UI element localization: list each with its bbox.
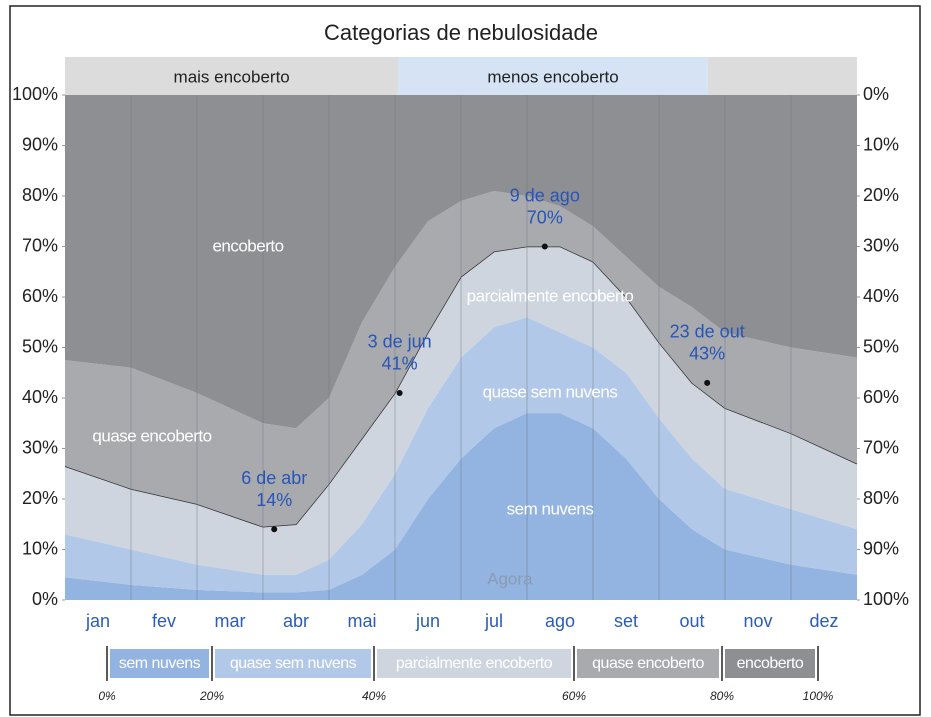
area	[65, 413, 857, 600]
series-label: parcialmente encoberto	[467, 286, 634, 305]
legend-label: quase sem nuvens	[230, 655, 357, 672]
y2-tick-label: 0%	[863, 84, 889, 104]
x-tick-label: fev	[152, 611, 176, 631]
x-tick-label: mai	[347, 611, 376, 631]
legend-swatch	[577, 649, 719, 678]
series-label: quase encoberto	[92, 426, 211, 445]
annotation-value: 70%	[527, 207, 563, 227]
y2-tick-label: 70%	[863, 437, 899, 457]
y2-tick-label: 60%	[863, 387, 899, 407]
x-tick-label: set	[614, 611, 638, 631]
y-tick-label: 90%	[22, 134, 58, 154]
annotation-label: 9 de ago	[510, 185, 580, 205]
annotation-value: 43%	[689, 344, 725, 364]
area	[65, 246, 857, 575]
x-tick-label: mar	[215, 611, 246, 631]
legend-swatch	[377, 649, 571, 678]
legend-label: parcialmente encoberto	[396, 655, 553, 672]
chart-title: Categorias de nebulosidade	[324, 20, 598, 45]
legend-swatch	[215, 649, 371, 678]
y-tick-label: 100%	[12, 84, 58, 104]
annotation-label: 23 de out	[670, 322, 745, 342]
y-tick-label: 60%	[22, 286, 58, 306]
y-tick-label: 0%	[32, 589, 58, 609]
series-label: sem nuvens	[507, 499, 594, 518]
y-tick-label: 80%	[22, 185, 58, 205]
legend-label: sem nuvens	[119, 655, 201, 672]
y-tick-label: 70%	[22, 235, 58, 255]
y2-tick-label: 100%	[863, 589, 909, 609]
x-tick-label: nov	[743, 611, 772, 631]
note: Agora	[487, 569, 533, 588]
y2-tick-label: 20%	[863, 185, 899, 205]
band-label: menos encoberto	[487, 67, 618, 86]
y2-tick-label: 10%	[863, 134, 899, 154]
annotation-dot	[541, 243, 548, 250]
x-tick-label: jun	[415, 611, 440, 631]
x-tick-label: out	[679, 611, 704, 631]
legend-tick-label: 80%	[710, 689, 734, 703]
y-tick-label: 50%	[22, 336, 58, 356]
y-tick-label: 10%	[22, 538, 58, 558]
annotation-dot	[271, 526, 278, 533]
y-tick-label: 20%	[22, 488, 58, 508]
annotation-label: 6 de abr	[241, 468, 307, 488]
band	[707, 57, 857, 95]
x-tick-label: dez	[809, 611, 838, 631]
x-tick-label: jul	[484, 611, 503, 631]
band-label: mais encoberto	[174, 67, 290, 86]
legend-swatch	[110, 649, 209, 678]
band	[65, 57, 399, 95]
y-tick-label: 30%	[22, 437, 58, 457]
legend-tick-label: 60%	[562, 689, 586, 703]
annotation-value: 41%	[382, 354, 418, 374]
x-tick-label: abr	[283, 611, 309, 631]
y2-tick-label: 50%	[863, 336, 899, 356]
annotation-label: 3 de jun	[368, 332, 432, 352]
legend-swatch	[725, 649, 815, 678]
series-label: encoberto	[212, 236, 283, 255]
annotation-value: 14%	[256, 490, 292, 510]
legend-label: quase encoberto	[592, 655, 704, 672]
y-tick-label: 40%	[22, 387, 58, 407]
area	[65, 190, 857, 527]
legend-tick-label: 0%	[98, 689, 116, 703]
y2-tick-label: 80%	[863, 488, 899, 508]
legend-tick-label: 20%	[199, 689, 224, 703]
y2-tick-label: 40%	[863, 286, 899, 306]
legend-label: encoberto	[737, 655, 804, 672]
x-tick-label: ago	[545, 611, 575, 631]
annotation-dot	[396, 389, 403, 396]
band	[398, 57, 708, 95]
legend-tick-label: 100%	[803, 689, 834, 703]
annotation-dot	[704, 379, 711, 386]
area	[65, 317, 857, 593]
y2-tick-label: 90%	[863, 538, 899, 558]
series-label: quase sem nuvens	[483, 382, 618, 401]
y2-tick-label: 30%	[863, 235, 899, 255]
area	[65, 95, 857, 429]
legend-tick-label: 40%	[362, 689, 386, 703]
x-tick-label: jan	[85, 611, 110, 631]
